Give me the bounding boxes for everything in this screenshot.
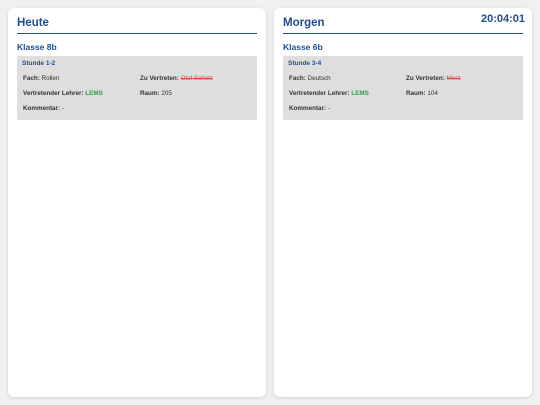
entry-row: Vertretender Lehrer: LEMS Raum: 205 — [22, 90, 251, 98]
period-label: Stunde 3-4 — [288, 60, 322, 67]
replaced-teacher: Olaf Scholz — [180, 75, 213, 82]
room-value: 104 — [427, 90, 438, 97]
room-value: 205 — [161, 90, 172, 97]
subject-label: Fach: — [289, 75, 306, 82]
replaced-field: Zu Vertreten: Olaf Scholz — [140, 75, 251, 83]
clock: 20:04:01 — [480, 13, 525, 25]
period-label: Stunde 1-2 — [22, 60, 56, 67]
comment-value: - — [61, 105, 64, 112]
substitute-teacher: LEMS — [85, 90, 103, 97]
substitute-teacher: LEMS — [351, 90, 369, 97]
subject-field: Fach: Rollen — [22, 75, 140, 83]
comment-label: Kommentar: — [289, 105, 327, 112]
replaced-label: Zu Vertreten: — [140, 75, 179, 82]
panel-title-tomorrow: Morgen — [283, 16, 523, 34]
subject-label: Fach: — [23, 75, 40, 82]
room-label: Raum: — [140, 90, 160, 97]
entry-row: Fach: Rollen Zu Vertreten: Olaf Scholz — [22, 75, 251, 83]
replaced-teacher: Merz — [446, 75, 461, 82]
replaced-field: Zu Vertreten: Merz — [406, 75, 517, 83]
panel-title-today: Heute — [17, 16, 257, 34]
entry-row: Fach: Deutsch Zu Vertreten: Merz — [288, 75, 517, 83]
comment-label: Kommentar: — [23, 105, 61, 112]
teacher-field: Vertretender Lehrer: LEMS — [22, 90, 140, 98]
subject-field: Fach: Deutsch — [288, 75, 406, 83]
teacher-label: Vertretender Lehrer: — [289, 90, 350, 97]
today-panel: Heute Klasse 8b Stunde 1-2 Fach: Rollen … — [8, 8, 266, 397]
replaced-label: Zu Vertreten: — [406, 75, 445, 82]
room-field: Raum: 205 — [140, 90, 251, 98]
entry-row: Vertretender Lehrer: LEMS Raum: 104 — [288, 90, 517, 98]
room-field: Raum: 104 — [406, 90, 517, 98]
room-label: Raum: — [406, 90, 426, 97]
comment-value: - — [327, 105, 330, 112]
tomorrow-panel: Morgen Klasse 6b Stunde 3-4 Fach: Deutsc… — [274, 8, 532, 397]
substitution-entry: Stunde 3-4 Fach: Deutsch Zu Vertreten: M… — [283, 56, 523, 120]
teacher-label: Vertretender Lehrer: — [23, 90, 84, 97]
class-label: Klasse 6b — [283, 42, 323, 52]
subject-value: Rollen — [41, 75, 60, 82]
entry-row: Kommentar: - — [22, 105, 251, 113]
comment-field: Kommentar: - — [22, 105, 140, 113]
teacher-field: Vertretender Lehrer: LEMS — [288, 90, 406, 98]
comment-field: Kommentar: - — [288, 105, 406, 113]
subject-value: Deutsch — [307, 75, 331, 82]
class-label: Klasse 8b — [17, 42, 57, 52]
entry-row: Kommentar: - — [288, 105, 517, 113]
substitution-entry: Stunde 1-2 Fach: Rollen Zu Vertreten: Ol… — [17, 56, 257, 120]
